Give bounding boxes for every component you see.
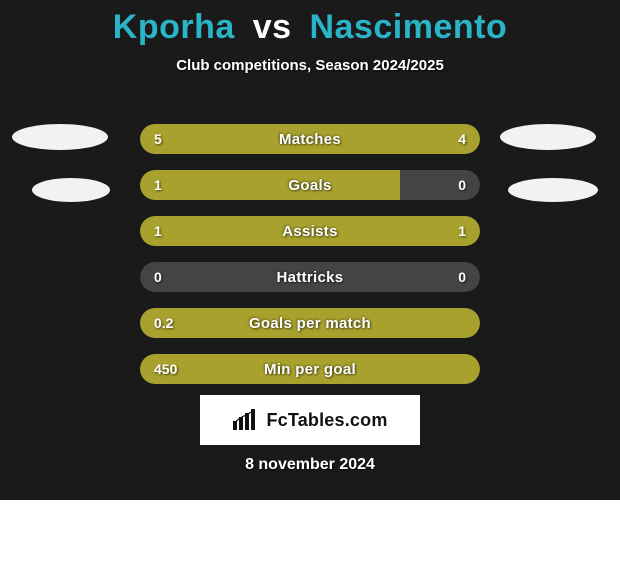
stat-value-left: 5: [154, 124, 162, 154]
date-label: 8 november 2024: [0, 456, 620, 474]
stat-value-left: 0: [154, 262, 162, 292]
stat-label: Min per goal: [140, 354, 480, 384]
stat-value-right: 4: [458, 124, 466, 154]
stat-value-left: 1: [154, 216, 162, 246]
subtitle: Club competitions, Season 2024/2025: [0, 57, 620, 74]
stat-row: Goals per match0.2: [140, 308, 480, 338]
stat-row: Min per goal450: [140, 354, 480, 384]
stat-label: Hattricks: [140, 262, 480, 292]
stat-label: Matches: [140, 124, 480, 154]
comparison-card: Kporha vs Nascimento Club competitions, …: [0, 0, 620, 500]
stat-row: Goals1 0: [140, 170, 480, 200]
stat-label: Goals per match: [140, 308, 480, 338]
stat-value-left: 450: [154, 354, 177, 384]
team-logo-placeholder: [32, 178, 110, 202]
stat-value-left: 1: [154, 170, 162, 200]
stat-value-right: 1: [458, 216, 466, 246]
team-logo-placeholder: [500, 124, 596, 150]
page-title: Kporha vs Nascimento: [0, 8, 620, 47]
title-left: Kporha: [113, 8, 235, 46]
stat-row: Matches5 4: [140, 124, 480, 154]
brand-icon: [232, 409, 260, 431]
stat-value-right: 0: [458, 170, 466, 200]
team-logo-placeholder: [508, 178, 598, 202]
stats-chart: Matches54Goals10Assists11Hattricks00Goal…: [140, 124, 480, 400]
team-logo-placeholder: [12, 124, 108, 150]
title-sep: vs: [253, 8, 292, 46]
stat-row: Hattricks0 0: [140, 262, 480, 292]
stat-label: Goals: [140, 170, 480, 200]
stat-label: Assists: [140, 216, 480, 246]
stat-value-right: 0: [458, 262, 466, 292]
brand-badge[interactable]: FcTables.com: [200, 395, 420, 445]
title-right: Nascimento: [310, 8, 508, 46]
brand-text: FcTables.com: [266, 410, 387, 431]
stat-row: Assists1 1: [140, 216, 480, 246]
stat-value-left: 0.2: [154, 308, 173, 338]
